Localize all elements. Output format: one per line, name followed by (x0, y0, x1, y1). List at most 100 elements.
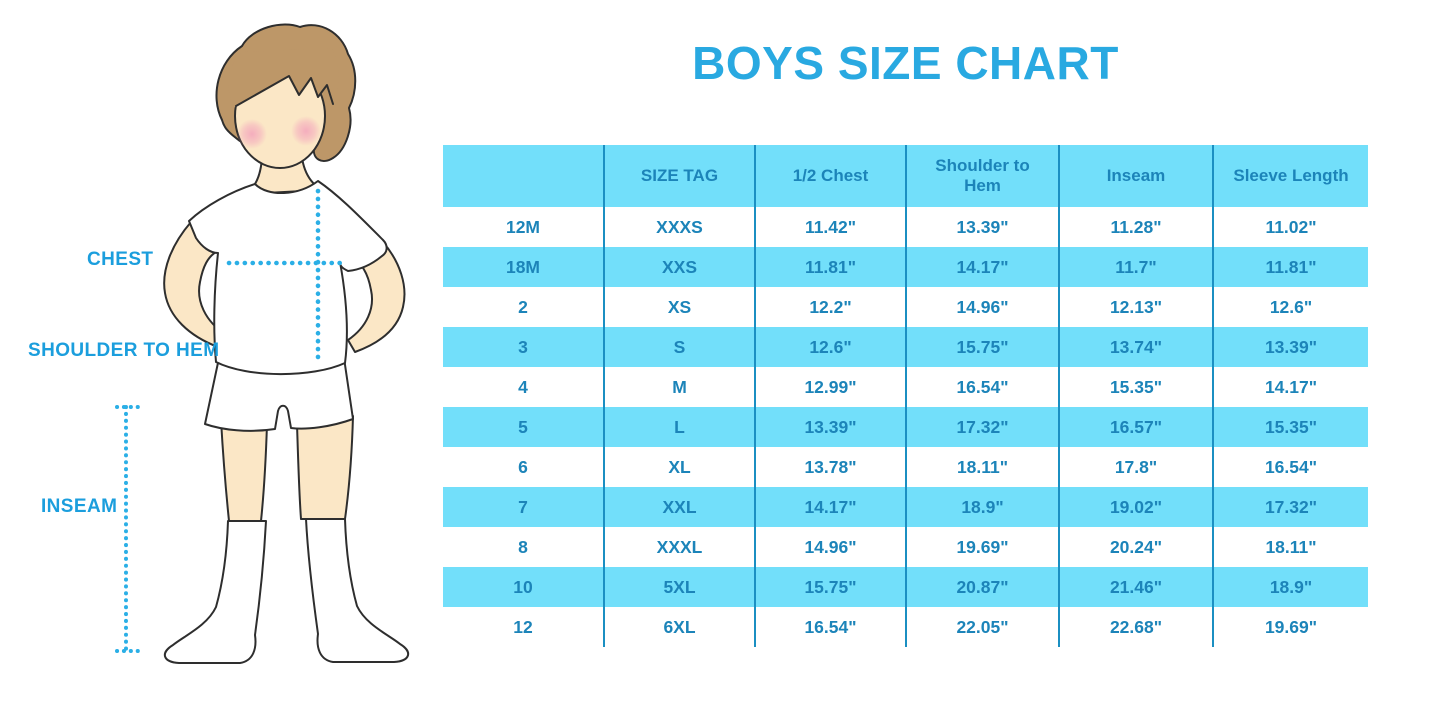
size-cell: 8 (443, 527, 605, 567)
size-cell: 7 (443, 487, 605, 527)
measurement-cell: 12.13" (1059, 287, 1214, 327)
measurement-cell: 16.54" (755, 607, 907, 647)
table-row: 10 5XL 15.75" 20.87" 21.46" 18.9" (443, 567, 1368, 607)
measurement-cell: 14.96" (906, 287, 1060, 327)
measurement-cell: 13.74" (1059, 327, 1214, 367)
inseam-label: INSEAM (41, 496, 118, 517)
table-row: 8 XXXL 14.96" 19.69" 20.24" 18.11" (443, 527, 1368, 567)
measurement-figure-panel: CHEST SHOULDER TO HEM INSEAM (0, 0, 450, 723)
measurement-cell: XS (604, 287, 756, 327)
measurement-cell: L (604, 407, 756, 447)
size-table: SIZE TAG 1/2 Chest Shoulder to Hem Insea… (443, 145, 1368, 647)
sock-left (163, 520, 267, 664)
chest-label: CHEST (87, 249, 154, 270)
measurement-cell: XXXS (604, 207, 756, 247)
size-cell: 10 (443, 567, 605, 607)
table-row: 2 XS 12.2" 14.96" 12.13" 12.6" (443, 287, 1368, 327)
page-title: BOYS SIZE CHART (692, 37, 1119, 89)
measurement-cell: 19.69" (906, 527, 1060, 567)
measurement-cell: 18.11" (906, 447, 1060, 487)
table-row: 7 XXL 14.17" 18.9" 19.02" 17.32" (443, 487, 1368, 527)
size-cell: 2 (443, 287, 605, 327)
table-header-row: SIZE TAG 1/2 Chest Shoulder to Hem Insea… (443, 145, 1368, 207)
measurement-cell: 13.39" (906, 207, 1060, 247)
measurement-cell: S (604, 327, 756, 367)
measurement-cell: 16.54" (906, 367, 1060, 407)
measurement-cell: 15.75" (906, 327, 1060, 367)
measurement-cell: 6XL (604, 607, 756, 647)
t-shirt (188, 180, 388, 376)
measurement-cell: XXXL (604, 527, 756, 567)
measurement-cell: 13.39" (755, 407, 907, 447)
measurement-cell: 5XL (604, 567, 756, 607)
measurement-cell: 22.68" (1059, 607, 1214, 647)
measurement-cell: 12.2" (755, 287, 907, 327)
measurement-cell: 14.96" (755, 527, 907, 567)
measurement-cell: 14.17" (1264, 376, 1318, 397)
measurement-cell: 18.9" (1213, 567, 1368, 607)
measurement-cell: 16.54" (1264, 456, 1318, 477)
measurement-cell: 11.28" (1059, 207, 1214, 247)
measurement-cell: 11.81" (755, 247, 907, 287)
sock-right (305, 518, 410, 663)
table-row: 12M XXXS 11.42" 13.39" 11.28" 11.02" (443, 207, 1368, 247)
measurement-cell: 11.7" (1059, 247, 1214, 287)
inseam-dotted-line (115, 405, 142, 653)
header-size-tag: SIZE TAG (604, 145, 756, 207)
leg-left (220, 419, 268, 522)
measurement-cell: 17.8" (1059, 447, 1214, 487)
size-cell: 3 (443, 327, 605, 367)
table-row: 6 XL 13.78" 18.11" 17.8" 16.54" (443, 447, 1368, 487)
header-size-blank (443, 145, 605, 207)
measurement-cell: 17.32" (1213, 487, 1368, 527)
measurement-cell: XXL (604, 487, 756, 527)
table-row: 18M XXS 11.81" 14.17" 11.7" 11.81" (443, 247, 1368, 287)
measurement-cell: 19.69" (1264, 616, 1318, 637)
shoulder-to-hem-label: SHOULDER TO HEM (28, 340, 220, 361)
measurement-cell: 12.6" (1269, 296, 1313, 317)
hairline (235, 75, 334, 107)
measurement-cell: 22.05" (906, 607, 1060, 647)
cheek-right (291, 116, 321, 146)
size-cell: 6 (443, 447, 605, 487)
size-cell: 18M (443, 247, 605, 287)
measurement-cell: 12.6" (755, 327, 907, 367)
table-row: 4 M 12.99" 16.54" 15.35" 14.17" (443, 367, 1368, 407)
measurement-cell: 11.81" (1213, 247, 1368, 287)
size-chart-panel: BOYS SIZE CHART SIZE TAG 1/2 Chest Shoul… (443, 0, 1368, 723)
table-row: 5 L 13.39" 17.32" 16.57" 15.35" (443, 407, 1368, 447)
measurement-cell: 13.78" (755, 447, 907, 487)
measurement-cell: 14.17" (755, 487, 907, 527)
measurement-cell: 18.11" (1265, 536, 1317, 557)
measurement-cell: M (604, 367, 756, 407)
size-table-body: 12M XXXS 11.42" 13.39" 11.28" 11.02" 18M XXS 11.… (443, 207, 1368, 647)
measurement-cell: 15.75" (755, 567, 907, 607)
measurement-cell: 18.9" (906, 487, 1060, 527)
measurement-cell: 13.39" (1213, 327, 1368, 367)
leg-right (296, 415, 354, 520)
measurement-cell: 12.99" (755, 367, 907, 407)
measurement-cell: 16.57" (1059, 407, 1214, 447)
measurement-cell: 15.35" (1213, 407, 1368, 447)
header-sleeve-length: Sleeve Length (1213, 145, 1368, 207)
shorts (204, 357, 354, 432)
measurement-cell: 21.46" (1059, 567, 1214, 607)
header-half-chest: 1/2 Chest (755, 145, 907, 207)
measurement-cell: 11.02" (1265, 216, 1317, 237)
size-cell: 5 (443, 407, 605, 447)
cheek-left (237, 119, 267, 149)
header-inseam: Inseam (1059, 145, 1214, 207)
size-cell: 12 (443, 607, 605, 647)
measurement-cell: 14.17" (906, 247, 1060, 287)
measurement-cell: 20.87" (906, 567, 1060, 607)
measurement-cell: 20.24" (1059, 527, 1214, 567)
measurement-cell: XL (604, 447, 756, 487)
measurement-cell: XXS (604, 247, 756, 287)
size-cell: 12M (443, 207, 605, 247)
arm-right (347, 241, 406, 353)
boy-illustration (115, 23, 410, 664)
header-shoulder-to-hem: Shoulder to Hem (906, 145, 1060, 207)
table-row: 12 6XL 16.54" 22.05" 22.68" 19.69" (443, 607, 1368, 647)
table-row: 3 S 12.6" 15.75" 13.74" 13.39" (443, 327, 1368, 367)
measurement-cell: 17.32" (906, 407, 1060, 447)
